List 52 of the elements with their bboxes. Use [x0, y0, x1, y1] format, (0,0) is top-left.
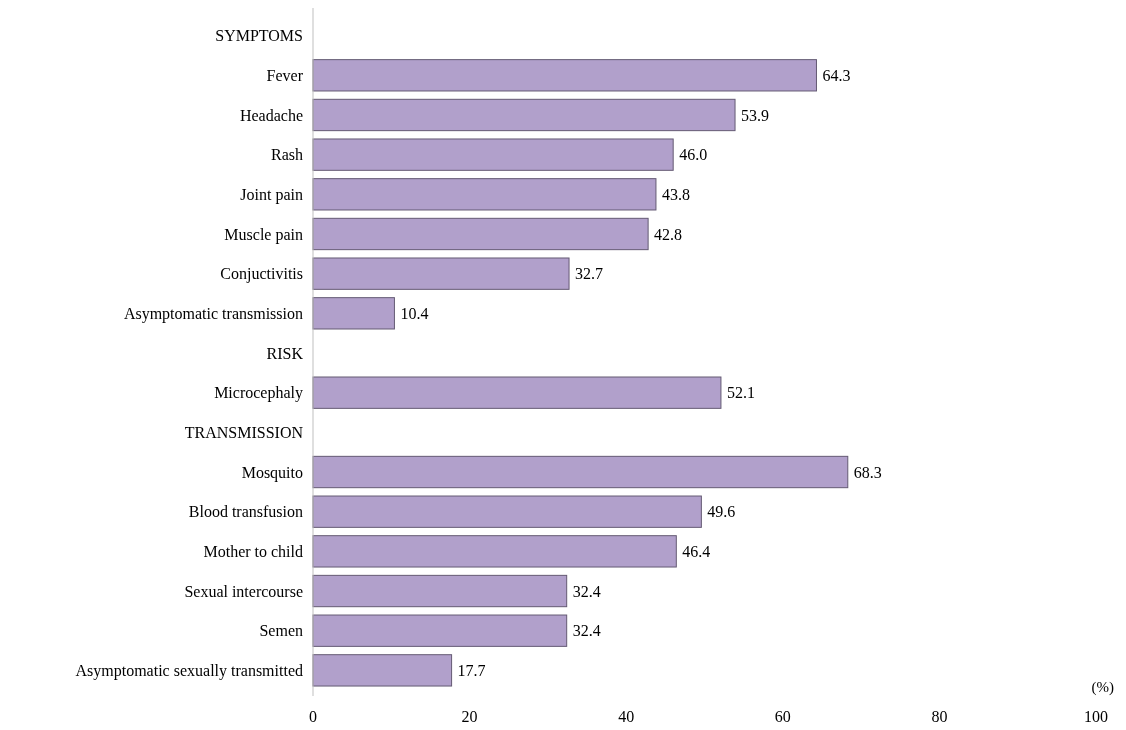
data-label: 68.3 [853, 463, 882, 481]
y-tick-label: Muscle pain [224, 225, 303, 244]
x-axis-title: (%) [1091, 679, 1114, 696]
bar [312, 654, 453, 687]
bar [312, 495, 702, 528]
y-tick-label: Semen [259, 622, 303, 640]
y-tick-label: Sexual intercourse [184, 582, 303, 600]
bar [312, 217, 649, 251]
y-tick-label: Mosquito [241, 463, 303, 482]
bar [312, 297, 395, 330]
data-label: 46.4 [682, 542, 711, 560]
bar [312, 138, 674, 171]
data-label: 32.4 [572, 622, 601, 640]
x-tick-label: 60 [774, 708, 791, 725]
x-tick-label: 0 [309, 708, 317, 725]
data-label: 32.7 [575, 265, 604, 283]
y-tick-label: Fever [266, 66, 304, 84]
x-tick-label: 20 [461, 708, 478, 725]
data-label: 43.8 [661, 185, 690, 203]
data-label: 17.7 [457, 661, 486, 679]
data-label: 32.4 [572, 582, 601, 600]
y-tick-label: Conjuctivitis [220, 265, 303, 284]
bar [312, 178, 657, 211]
bar [312, 535, 677, 568]
data-label: 64.3 [822, 66, 851, 84]
bar [312, 574, 568, 608]
bar [312, 455, 849, 489]
y-tick-label: SYMPTOMS [215, 27, 303, 45]
y-tick-label: Microcephaly [214, 384, 303, 403]
data-label: 49.6 [707, 503, 736, 521]
bar [312, 98, 736, 132]
data-label: 42.8 [654, 225, 683, 243]
bar [312, 257, 570, 290]
data-label: 10.4 [400, 304, 429, 322]
y-tick-label: Asymptomatic sexually transmitted [75, 661, 303, 680]
data-label: 52.1 [726, 384, 755, 402]
x-tick-label: 40 [618, 708, 635, 725]
data-label: 46.0 [679, 146, 708, 164]
y-tick-label: Headache [239, 106, 303, 124]
y-tick-label: TRANSMISSION [184, 423, 304, 441]
y-tick-label: RISK [266, 344, 304, 362]
data-label: 53.9 [741, 106, 770, 124]
bar [312, 614, 568, 647]
y-tick-label: Blood transfusion [188, 503, 303, 521]
bar [312, 59, 817, 92]
x-tick-label: 100 [1084, 708, 1108, 725]
y-tick-label: Asymptomatic transmission [123, 304, 303, 323]
y-tick-label: Rash [271, 146, 303, 164]
y-tick-label: Joint pain [240, 185, 303, 204]
y-tick-label: Mother to child [203, 542, 303, 560]
bar [312, 376, 722, 409]
x-tick-label: 80 [931, 708, 948, 725]
